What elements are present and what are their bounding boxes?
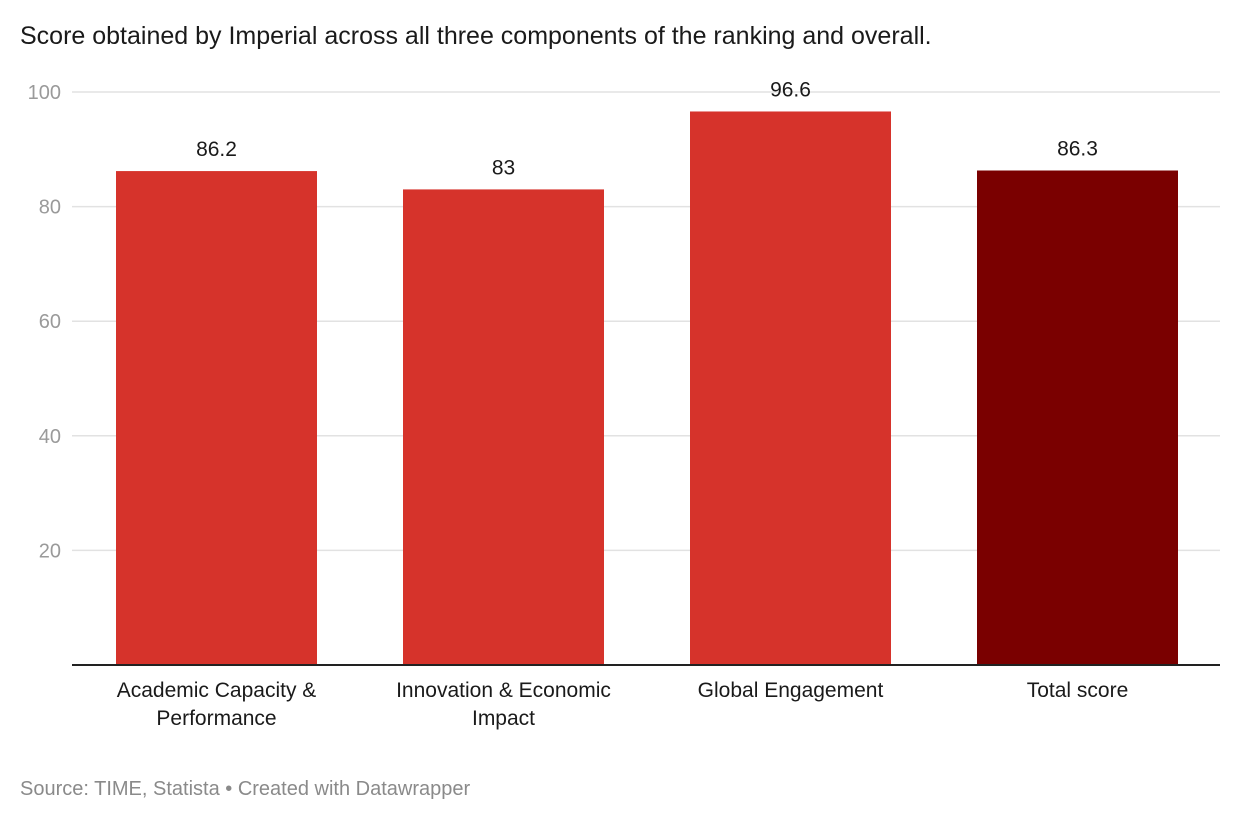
- value-labels: 86.2 83 96.6 86.3: [196, 78, 1098, 179]
- x-category-label-line: Impact: [472, 707, 535, 730]
- y-tick-label: 100: [28, 82, 61, 104]
- x-category-label-line: Global Engagement: [698, 679, 884, 702]
- bar-value-label: 96.6: [770, 78, 811, 101]
- y-tick-label: 80: [39, 197, 61, 219]
- source-note: Source: TIME, Statista • Created with Da…: [20, 778, 471, 800]
- x-category-label-line: Academic Capacity &: [117, 679, 317, 702]
- x-category-label: Global Engagement: [698, 679, 884, 702]
- y-tick-label: 40: [39, 426, 61, 448]
- bar-3: [690, 111, 891, 666]
- bar-4: [977, 170, 1178, 665]
- bars: [116, 111, 1178, 666]
- bar-2: [403, 189, 604, 665]
- bar-value-label: 86.2: [196, 138, 237, 161]
- chart-title: Score obtained by Imperial across all th…: [20, 22, 932, 50]
- x-category-label: Total score: [1027, 679, 1129, 702]
- x-category-label-line: Performance: [156, 707, 276, 730]
- y-tick-label: 60: [39, 311, 61, 333]
- bar-value-label: 83: [492, 156, 515, 179]
- y-tick-label: 20: [39, 540, 61, 562]
- x-category-label: Innovation & Economic Impact: [396, 679, 611, 730]
- x-category-label-line: Innovation & Economic: [396, 679, 611, 702]
- x-axis-labels: Academic Capacity & Performance Innovation…: [117, 679, 1129, 730]
- bar-value-label: 86.3: [1057, 138, 1098, 161]
- y-axis-ticks: 20 40 60 80 100: [28, 82, 61, 562]
- x-category-label-line: Total score: [1027, 679, 1129, 702]
- bar-1: [116, 171, 317, 665]
- x-category-label: Academic Capacity & Performance: [117, 679, 317, 730]
